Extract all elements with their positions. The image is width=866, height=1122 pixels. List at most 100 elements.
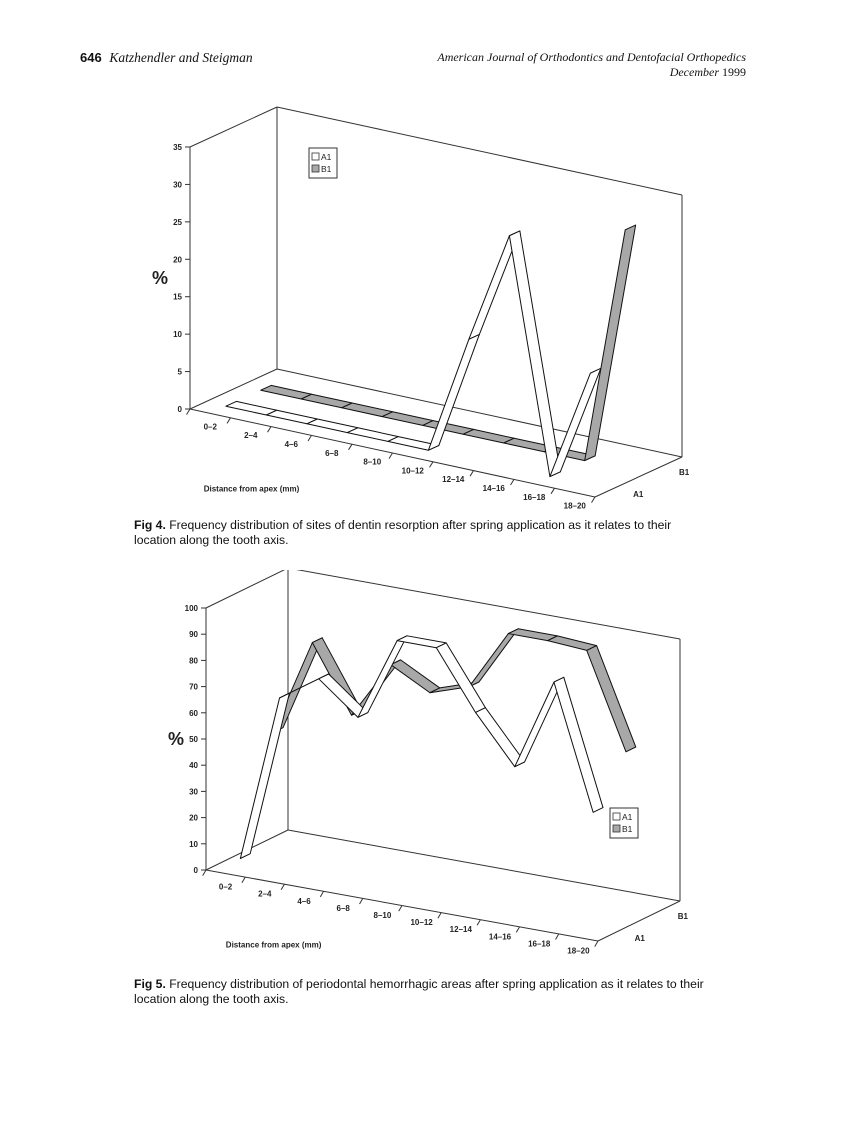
z-label-a1: A1 (633, 490, 644, 499)
page-number: 646 (80, 50, 102, 65)
y-tick-label: 30 (173, 180, 182, 189)
ribbon-segment-a1 (475, 707, 526, 768)
y-axis-label: % (152, 268, 168, 288)
ribbon-segment-b1 (507, 628, 558, 642)
y-tick-label: 50 (189, 735, 198, 744)
ribbon-segment-a1 (225, 400, 278, 416)
x-tick-label: 14–16 (489, 932, 512, 941)
z-label-b1: B1 (679, 468, 690, 477)
figure-5-chart: 0 10 20 30 40 50 60 70 80 90 100% 0–2 2–4 4–6 6–8 8–10 1… (168, 570, 689, 955)
x-axis-label: Distance from apex (mm) (204, 484, 300, 493)
y-tick-label: 60 (189, 709, 198, 718)
ribbon-segment-b1 (260, 384, 313, 400)
x-tick (202, 869, 207, 876)
z-axis (594, 456, 683, 498)
figure-4-label: Fig 4. (134, 518, 166, 532)
y-tick-label: 10 (173, 330, 182, 339)
x-tick (307, 435, 312, 442)
x-tick-label: 12–14 (450, 925, 473, 934)
x-tick (510, 479, 515, 486)
issue-month: December (669, 65, 719, 79)
y-tick-label: 25 (173, 218, 182, 227)
ribbon-segment-b1 (390, 659, 441, 694)
ribbon-segment-b1 (300, 393, 353, 409)
ribbon-segment-b1 (468, 628, 519, 688)
x-tick-label: 0–2 (204, 422, 218, 431)
y-tick-label: 0 (194, 866, 199, 875)
ribbon-segment-a1 (346, 427, 399, 442)
x-tick-label: 12–14 (442, 475, 465, 484)
ribbon-segment-a1 (306, 418, 359, 434)
back-wall-top-edge (276, 106, 683, 196)
ribbon-segment-a1 (549, 367, 602, 478)
x-tick-label: 2–4 (244, 431, 258, 440)
legend-label-b1: B1 (321, 164, 332, 174)
authors: Katzhendler and Steigman (109, 50, 253, 65)
ribbon-segment-b1 (381, 411, 434, 426)
ribbon-segment-a1 (553, 676, 604, 813)
x-tick-label: 8–10 (374, 911, 392, 920)
x-tick (226, 417, 231, 424)
x-tick (388, 452, 393, 459)
x-tick (280, 883, 285, 891)
x-tick (594, 940, 599, 947)
x-tick (319, 891, 325, 898)
x-tick (241, 876, 246, 883)
x-tick-label: 10–12 (410, 918, 433, 927)
x-tick (359, 898, 364, 905)
x-tick-label: 0–2 (219, 883, 233, 892)
ribbon-segment-b1 (422, 420, 475, 435)
figure-5-label: Fig 5. (134, 977, 166, 991)
x-tick-label: 4–6 (285, 440, 299, 449)
y-tick-label: 80 (189, 656, 198, 665)
side-wall-top-edge (189, 106, 278, 148)
x-tick (186, 408, 191, 415)
z-label-b1: B1 (678, 912, 689, 921)
figure-5-caption: Fig 5. Frequency distribution of periodo… (134, 977, 714, 1007)
legend-swatch-a1 (311, 152, 320, 161)
issue-year: 1999 (722, 65, 746, 79)
x-tick (437, 912, 442, 919)
y-tick-label: 20 (173, 255, 182, 264)
y-tick-label: 0 (178, 405, 183, 414)
legend-swatch-b1 (311, 164, 320, 173)
figure-4-caption: Fig 4. Frequency distribution of sites o… (134, 518, 714, 548)
x-tick (555, 933, 560, 940)
z-axis (597, 900, 681, 942)
x-tick-label: 6–8 (337, 904, 351, 913)
y-tick-label: 5 (178, 368, 183, 377)
x-tick-label: 16–18 (523, 493, 546, 502)
x-axis-label: Distance from apex (mm) (226, 940, 322, 949)
figure-5-caption-text: Frequency distribution of periodontal he… (134, 977, 704, 1006)
x-tick (550, 487, 555, 495)
y-tick-label: 20 (189, 814, 198, 823)
x-tick-label: 14–16 (483, 484, 506, 493)
x-tick-label: 4–6 (297, 897, 311, 906)
y-tick-label: 40 (189, 761, 198, 770)
y-tick-label: 35 (173, 143, 182, 152)
floor-left-edge (189, 368, 278, 410)
ribbon-segment-b1 (586, 645, 637, 753)
x-tick-label: 10–12 (402, 466, 425, 475)
x-tick (469, 470, 474, 477)
y-tick-label: 90 (189, 630, 198, 639)
x-tick (267, 426, 272, 433)
ribbon-segment-b1 (341, 402, 394, 418)
journal-title: American Journal of Orthodontics and Den… (437, 50, 746, 64)
x-tick-label: 8–10 (363, 458, 381, 467)
legend-swatch-a1 (612, 812, 621, 821)
y-tick-label: 10 (189, 840, 198, 849)
side-wall-top-edge (205, 570, 286, 609)
floor-back-edge (276, 368, 683, 458)
running-header-left: 646 Katzhendler and Steigman (80, 50, 253, 66)
ribbon-segment-a1 (239, 692, 290, 859)
y-axis-label: % (168, 729, 184, 749)
y-tick-label: 30 (189, 787, 198, 796)
x-tick-label: 6–8 (325, 449, 339, 458)
running-header-right: American Journal of Orthodontics and Den… (437, 50, 746, 80)
z-label-a1: A1 (635, 934, 646, 943)
figure-4-caption-text: Frequency distribution of sites of denti… (134, 518, 672, 547)
ribbon-segment-b1 (584, 224, 637, 462)
legend-label-b1: B1 (622, 824, 633, 834)
ribbon-segment-a1 (396, 635, 447, 649)
